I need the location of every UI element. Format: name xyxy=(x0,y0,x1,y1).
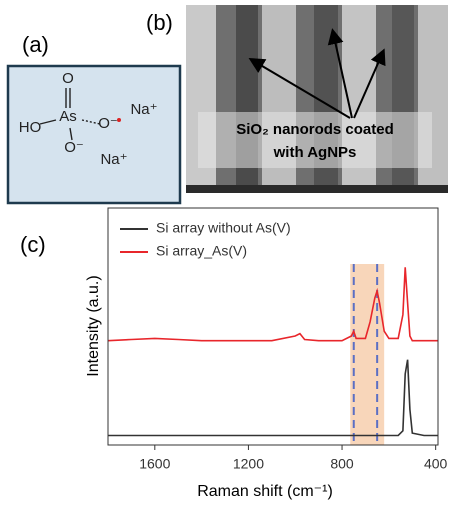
arrows xyxy=(248,28,386,119)
bonds xyxy=(39,88,101,141)
highlight-band xyxy=(350,264,385,445)
legend-label: Si array_As(V) xyxy=(156,243,247,259)
series-line xyxy=(108,359,438,437)
panel-label: (a) xyxy=(22,32,49,57)
legend-label: Si array without As(V) xyxy=(156,220,291,236)
atom: O⁻ xyxy=(98,115,118,132)
annotation: with AgNPs xyxy=(273,144,357,161)
atom: O xyxy=(62,70,74,87)
x-tick-label: 1600 xyxy=(139,456,170,472)
plot-frame xyxy=(107,207,439,446)
y-axis-title: Intensity (a.u.) xyxy=(85,275,102,376)
radical-dot xyxy=(117,118,121,122)
x-axis-title: Raman shift (cm⁻¹) xyxy=(197,483,333,500)
panel-label: (b) xyxy=(146,10,173,35)
atom: HO xyxy=(19,119,42,136)
atom: As xyxy=(59,108,77,125)
x-tick-label: 800 xyxy=(330,456,354,472)
atom: Na⁺ xyxy=(130,101,157,118)
x-tick-label: 400 xyxy=(424,456,448,472)
structure-box xyxy=(6,64,182,205)
panel-label: (c) xyxy=(20,232,46,257)
x-tick-label: 1200 xyxy=(233,456,264,472)
atom: O⁻ xyxy=(64,139,84,156)
series-line xyxy=(107,267,438,342)
atom: Na⁺ xyxy=(100,151,127,168)
annotation: SiO₂ nanorods coated xyxy=(236,121,394,138)
